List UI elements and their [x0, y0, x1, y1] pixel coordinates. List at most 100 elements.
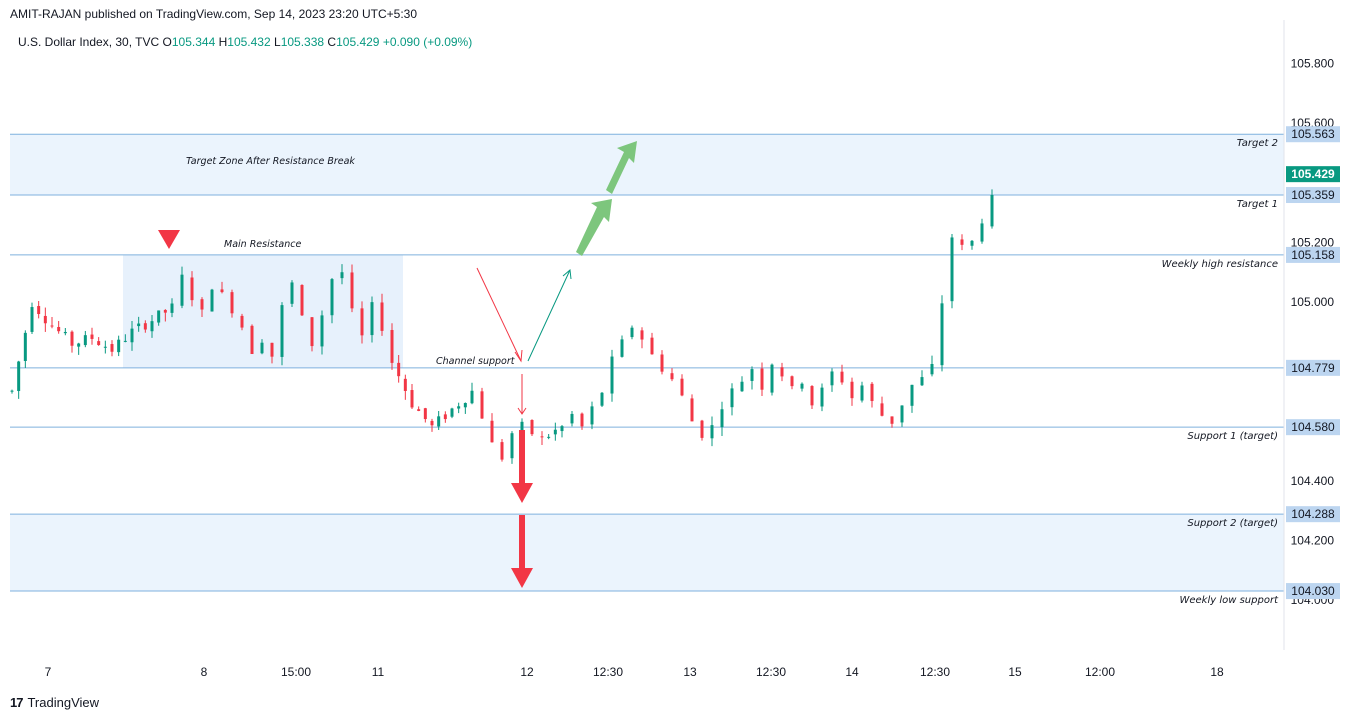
candle-body — [860, 385, 864, 401]
candle-body — [50, 325, 54, 327]
candle-body — [403, 378, 407, 391]
candle-body — [57, 326, 61, 332]
candle-body — [920, 377, 924, 386]
candle-body — [163, 309, 167, 313]
candle-body — [240, 315, 244, 328]
publisher-header: AMIT-RAJAN published on TradingView.com,… — [10, 7, 418, 21]
red-trend-arrow — [476, 267, 522, 362]
red-down-marker-icon — [158, 230, 180, 249]
candle-body — [220, 289, 224, 293]
candle-body — [530, 420, 534, 435]
high-label: H — [218, 35, 228, 49]
candle-body — [230, 292, 234, 314]
candle-body — [560, 426, 564, 432]
level-price-tag — [1286, 187, 1340, 204]
candle-body — [103, 346, 107, 348]
level-price-tag — [1286, 583, 1340, 600]
x-tick-label: 12:30 — [920, 665, 950, 679]
candle-body — [590, 406, 594, 425]
candle-body — [540, 436, 544, 438]
candle-body — [430, 420, 434, 426]
candle-body — [700, 420, 704, 438]
candle-body — [70, 331, 74, 346]
candle-body — [110, 344, 114, 352]
candle-body — [740, 381, 744, 392]
candle-body — [500, 442, 504, 460]
candle-body — [123, 340, 127, 342]
candle-body — [710, 425, 714, 439]
candle-body — [320, 315, 324, 347]
open-label: O — [162, 35, 172, 49]
candle-body — [970, 240, 974, 246]
level-text: Support 2 (target) — [1187, 518, 1278, 529]
candle-body — [157, 310, 161, 323]
candle-body — [580, 413, 584, 427]
candle-body — [437, 416, 441, 427]
open-value: 105.344 — [171, 35, 216, 49]
candle-body — [270, 342, 274, 357]
candle-body — [600, 392, 604, 406]
candle-body — [10, 390, 14, 392]
candle-body — [890, 416, 894, 424]
candle-body — [990, 194, 994, 227]
x-tick-label: 13 — [683, 665, 697, 679]
candle-body — [640, 330, 644, 340]
candle-body — [190, 277, 194, 301]
candle-body — [250, 325, 254, 355]
brand-name: TradingView — [27, 695, 100, 710]
candle-body — [63, 331, 67, 334]
candle-body — [210, 289, 214, 312]
level-price-tag — [1286, 506, 1340, 523]
candle-body — [620, 339, 624, 357]
candle-body — [650, 337, 654, 355]
candle-body — [553, 429, 557, 435]
y-tick-label: 104.400 — [1291, 474, 1335, 488]
candle-body — [730, 388, 734, 408]
low-label: L — [274, 35, 281, 49]
zone-label: Main Resistance — [224, 239, 301, 250]
close-label: C — [327, 35, 337, 49]
candle-body — [690, 398, 694, 422]
candle-body — [980, 223, 984, 242]
candle-body — [720, 409, 724, 428]
candle-body — [820, 387, 824, 407]
candle-body — [117, 339, 121, 353]
y-tick-label: 105.800 — [1291, 57, 1335, 71]
x-tick-label: 15 — [1008, 665, 1022, 679]
level-price-text: 105.359 — [1291, 188, 1335, 202]
candle-body — [830, 371, 834, 386]
candle-body — [780, 367, 784, 377]
y-tick-label: 105.000 — [1291, 295, 1335, 309]
candle-body — [880, 403, 884, 416]
candle-body — [30, 307, 34, 332]
candle-body — [143, 323, 147, 330]
candle-body — [630, 327, 634, 338]
candle-body — [170, 303, 174, 313]
candle-body — [910, 384, 914, 406]
level-text: Weekly high resistance — [1162, 259, 1278, 270]
candle-body — [370, 302, 374, 336]
close-value: 105.429 — [336, 35, 380, 49]
zone-0 — [10, 134, 1284, 196]
candle-body — [760, 368, 764, 390]
y-tick-label: 105.200 — [1291, 235, 1335, 249]
candle-body — [940, 303, 944, 366]
candle-body — [850, 381, 854, 399]
level-price-text: 104.580 — [1291, 420, 1335, 434]
symbol-legend: U.S. Dollar Index, 30, TVC O105.344 H 105… — [18, 35, 472, 49]
candle-body — [300, 284, 304, 316]
green-trend-arrow — [527, 269, 571, 362]
footer-brand: 17 TradingView — [10, 695, 99, 710]
candle-body — [330, 279, 334, 316]
candle-body — [380, 302, 384, 331]
x-tick-label: 12:00 — [1085, 665, 1115, 679]
symbol-name: U.S. Dollar Index, 30, TVC — [18, 35, 160, 49]
level-price-tag — [1286, 126, 1340, 143]
candle-body — [43, 315, 47, 324]
x-tick-label: 15:00 — [281, 665, 311, 679]
zone-label: Target Zone After Resistance Break — [186, 156, 355, 167]
candle-body — [97, 341, 101, 346]
candle-body — [510, 433, 514, 459]
candle-body — [750, 369, 754, 381]
